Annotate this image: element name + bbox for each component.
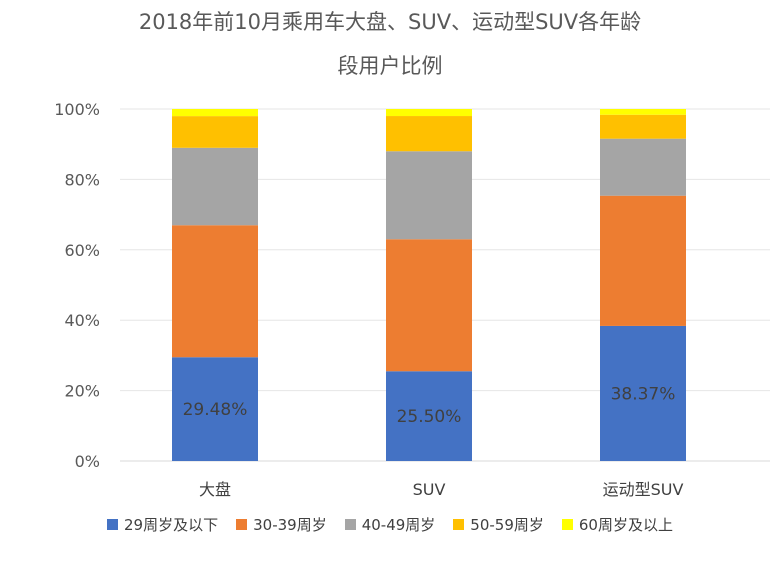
bar-segment bbox=[172, 147, 258, 226]
y-tick-label: 20% bbox=[64, 382, 100, 401]
y-tick-label: 100% bbox=[54, 100, 100, 119]
y-tick-label: 0% bbox=[75, 452, 100, 471]
bar-segment bbox=[600, 109, 686, 115]
legend-label: 60周岁及以上 bbox=[578, 516, 673, 534]
legend-item: 40-49周岁 bbox=[344, 514, 436, 535]
bar-segment bbox=[172, 357, 258, 461]
x-category-label: 大盘 bbox=[199, 480, 231, 499]
data-label: 25.50% bbox=[397, 407, 462, 427]
bar-segment bbox=[386, 116, 472, 152]
bar-segment bbox=[386, 239, 472, 372]
data-label: 38.37% bbox=[611, 384, 676, 404]
legend-item: 30-39周岁 bbox=[236, 514, 327, 535]
legend-label: 30-39周岁 bbox=[253, 516, 327, 534]
legend-label: 40-49周岁 bbox=[361, 516, 436, 534]
legend-item: 60周岁及以上 bbox=[561, 514, 673, 535]
y-tick-label: 80% bbox=[64, 170, 100, 189]
x-category-label: 运动型SUV bbox=[603, 480, 684, 499]
bar-segment bbox=[172, 109, 258, 117]
legend-swatch bbox=[561, 519, 573, 530]
legend-swatch bbox=[107, 519, 119, 530]
chart-legend: 29周岁及以下 30-39周岁 40-49周岁 50-59周岁 60周岁及以上 bbox=[0, 514, 780, 535]
legend-swatch bbox=[236, 519, 248, 530]
bar-segment bbox=[600, 138, 686, 196]
x-category-label: SUV bbox=[413, 480, 446, 499]
chart-title-line2: 段用户比例 bbox=[337, 54, 443, 78]
bar-segment bbox=[172, 225, 258, 358]
bar-segment bbox=[386, 151, 472, 240]
legend-label: 29周岁及以下 bbox=[124, 516, 219, 534]
legend-swatch bbox=[344, 519, 356, 530]
bar-segment bbox=[600, 195, 686, 326]
legend-item: 50-59周岁 bbox=[453, 514, 544, 535]
bar-segment bbox=[600, 325, 686, 461]
bar-segment bbox=[600, 114, 686, 139]
bar-segment bbox=[386, 371, 472, 461]
y-tick-label: 40% bbox=[64, 311, 100, 330]
legend-label: 50-59周岁 bbox=[470, 516, 544, 534]
bar-segment bbox=[172, 116, 258, 148]
y-tick-label: 60% bbox=[64, 241, 100, 260]
legend-item: 29周岁及以下 bbox=[107, 514, 218, 535]
chart-title-line1: 2018年前10月乘用车大盘、SUV、运动型SUV各年龄 bbox=[138, 10, 642, 34]
data-label: 29.48% bbox=[183, 400, 248, 420]
bar-segment bbox=[386, 109, 472, 117]
legend-swatch bbox=[453, 519, 465, 530]
